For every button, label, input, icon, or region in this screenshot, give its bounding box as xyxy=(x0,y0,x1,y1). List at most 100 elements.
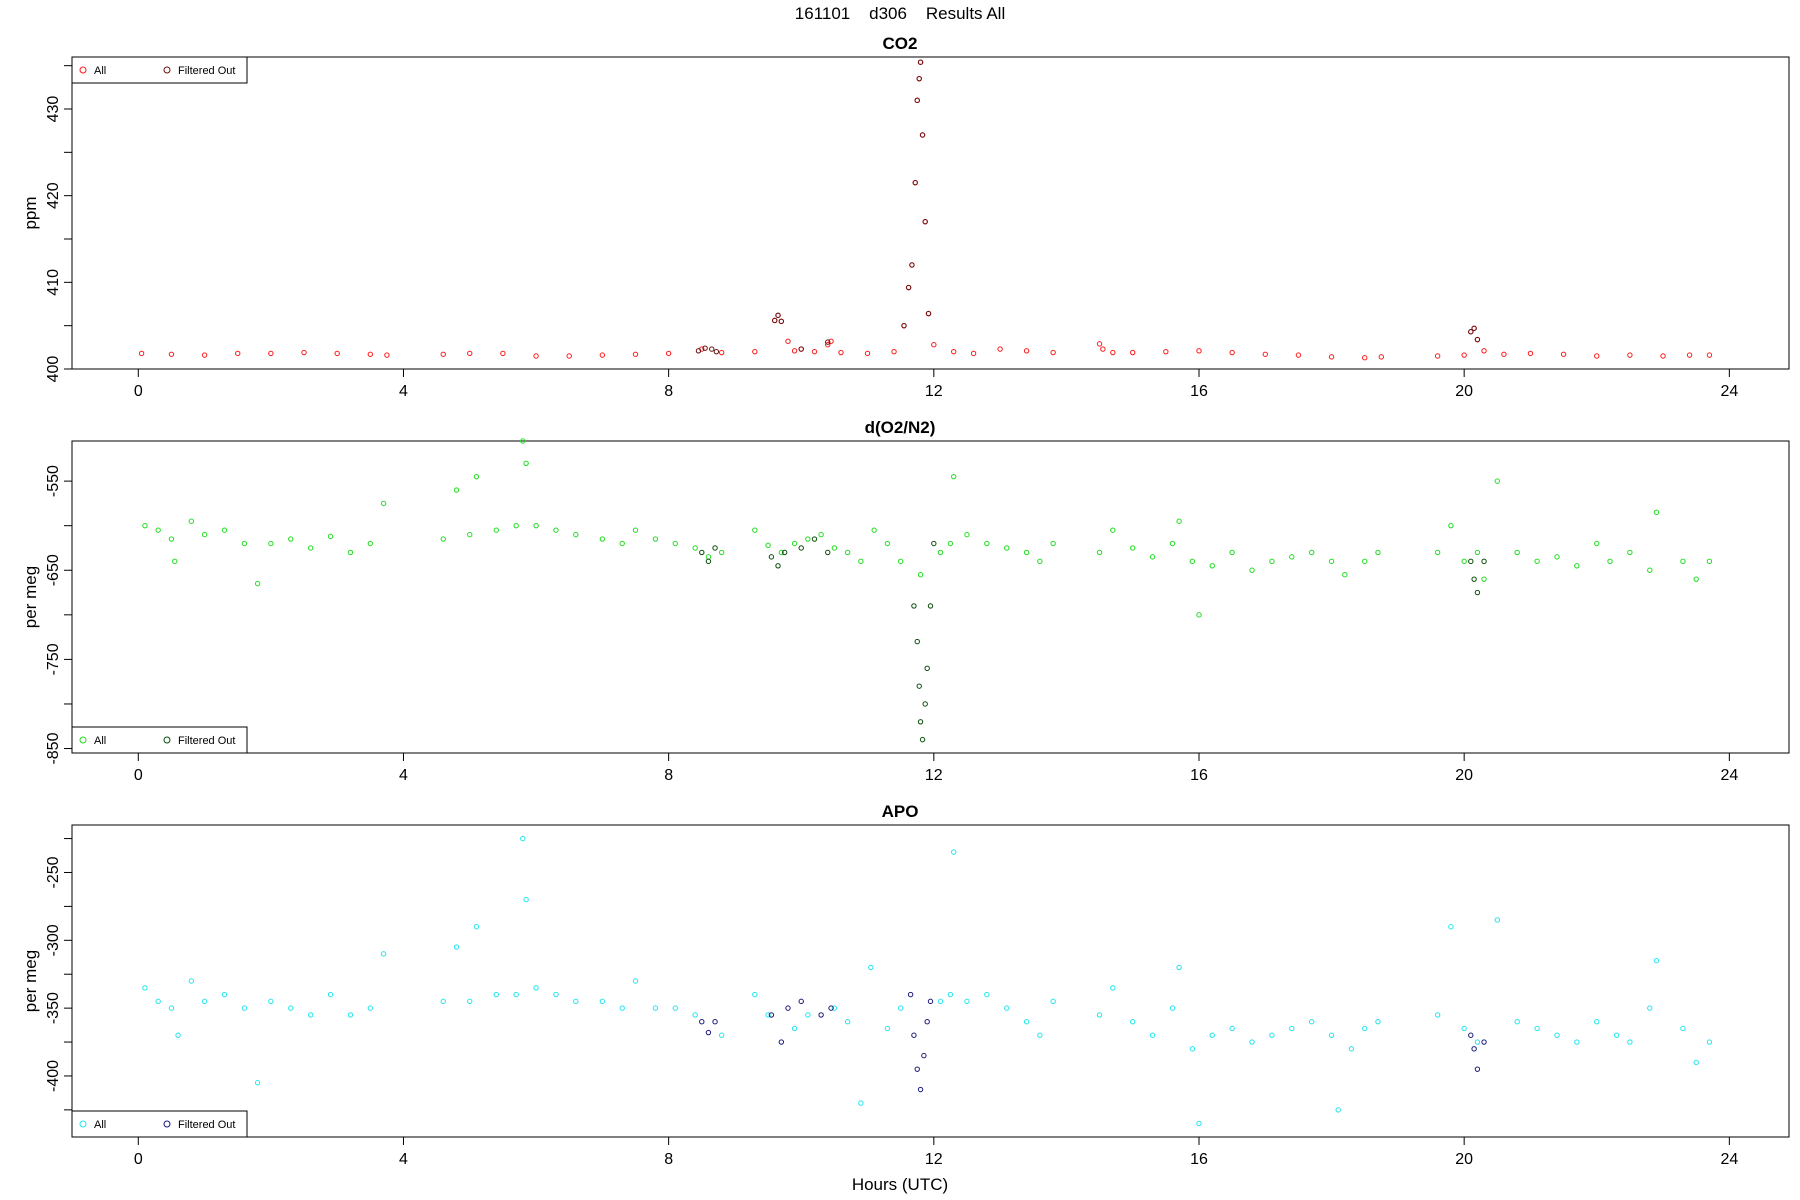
do2n2-point-all xyxy=(533,522,539,529)
co2-point-all xyxy=(1163,348,1169,355)
do2n2-point-all xyxy=(1110,527,1116,533)
co2-point-all xyxy=(665,350,672,357)
co2-point-filtered xyxy=(912,179,918,186)
do2n2-x-tick-label: 0 xyxy=(134,767,143,784)
co2-point-all xyxy=(334,350,340,357)
co2-point-filtered xyxy=(709,346,715,352)
apo-point-all xyxy=(1229,1025,1235,1032)
do2n2-point-filtered xyxy=(914,638,920,645)
co2-point-all xyxy=(1560,351,1567,357)
co2-point-all xyxy=(1328,354,1335,360)
co2-point-filtered xyxy=(1471,325,1477,331)
apo-point-all xyxy=(844,1018,851,1025)
apo-point-all xyxy=(1176,964,1182,971)
apo-point-all xyxy=(831,1005,838,1011)
co2-point-filtered xyxy=(922,218,928,225)
apo-point-all xyxy=(513,991,519,998)
co2-point-all xyxy=(632,351,639,357)
apo-point-all xyxy=(1554,1032,1560,1038)
co2-point-filtered xyxy=(695,348,702,354)
apo-point-filtered xyxy=(818,1012,824,1018)
apo-point-all xyxy=(1023,1018,1030,1025)
co2-point-all xyxy=(838,349,844,356)
do2n2-legend-label: All xyxy=(94,735,106,747)
do2n2-point-all xyxy=(897,558,904,565)
do2n2-point-all xyxy=(172,558,178,565)
apo-point-all xyxy=(1169,1005,1176,1011)
do2n2-point-all xyxy=(1023,549,1030,556)
do2n2-point-all xyxy=(142,522,148,529)
co2-point-all xyxy=(785,338,791,344)
co2-x-tick-label: 4 xyxy=(399,383,408,400)
apo-point-all xyxy=(868,964,874,971)
co2-point-all xyxy=(235,350,241,357)
apo-point-all xyxy=(241,1005,248,1011)
apo-point-all xyxy=(752,991,758,998)
do2n2-point-all xyxy=(1534,558,1540,565)
apo-x-tick-label: 24 xyxy=(1720,1151,1738,1168)
do2n2-point-all xyxy=(473,473,480,480)
apo-point-filtered xyxy=(1471,1046,1477,1052)
do2n2-point-filtered xyxy=(705,558,712,565)
co2-legend-marker xyxy=(163,66,171,74)
do2n2-point-all xyxy=(778,549,785,556)
co2-point-all xyxy=(1129,349,1136,356)
apo-point-all xyxy=(1514,1018,1520,1025)
panel-title-do2n2: d(O2/N2) xyxy=(864,418,936,437)
apo-point-all xyxy=(1348,1046,1355,1052)
co2-y-tick-label: 400 xyxy=(45,356,62,383)
panel-title-apo: APO xyxy=(881,802,919,821)
do2n2-y-tick-label: -850 xyxy=(45,732,62,764)
apo-point-all xyxy=(1269,1032,1275,1038)
apo-point-all xyxy=(1627,1039,1633,1045)
do2n2-point-all xyxy=(917,572,924,578)
co2-point-all xyxy=(825,342,831,348)
do2n2-point-all xyxy=(1289,554,1295,560)
apo-point-all xyxy=(652,1005,659,1011)
apo-point-all xyxy=(175,1032,181,1038)
do2n2-legend-box xyxy=(71,726,248,754)
apo-legend-marker xyxy=(163,1120,171,1128)
do2n2-y-tick-label: -650 xyxy=(45,554,62,586)
do2n2-point-all xyxy=(1434,549,1441,556)
co2-point-filtered xyxy=(917,59,924,65)
co2-point-all xyxy=(367,351,374,357)
apo-point-all xyxy=(937,998,944,1005)
apo-point-all xyxy=(1494,917,1501,923)
do2n2-point-all xyxy=(1229,549,1235,556)
apo-point-all xyxy=(523,896,529,903)
co2-point-all xyxy=(828,338,834,344)
apo-point-all xyxy=(254,1080,261,1086)
apo-point-all xyxy=(1594,1018,1600,1025)
apo-point-all xyxy=(632,978,639,984)
co2-y-tick-label: 430 xyxy=(45,96,62,123)
do2n2-point-all xyxy=(520,438,526,444)
apo-point-all xyxy=(884,1025,891,1032)
do2n2-y-tick-label: -750 xyxy=(45,643,62,675)
do2n2-point-all xyxy=(692,545,698,551)
do2n2-point-all xyxy=(1693,576,1699,582)
apo-point-filtered xyxy=(785,1005,791,1011)
do2n2-point-all xyxy=(984,540,990,547)
panel-title-co2: CO2 xyxy=(882,34,918,53)
co2-point-all xyxy=(384,352,390,358)
co2-point-all xyxy=(1594,353,1600,359)
apo-point-all xyxy=(1328,1032,1335,1038)
co2-point-all xyxy=(1660,353,1666,359)
co2-point-all xyxy=(1461,352,1467,358)
do2n2-point-all xyxy=(221,527,228,533)
apo-point-all xyxy=(168,1005,175,1011)
do2n2-point-filtered xyxy=(911,603,917,609)
do2n2-plot-frame xyxy=(71,440,1790,754)
co2-point-all xyxy=(500,350,506,357)
do2n2-point-all xyxy=(453,487,460,493)
do2n2-point-all xyxy=(791,540,798,547)
do2n2-point-all xyxy=(718,549,725,556)
x-axis-label: Hours (UTC) xyxy=(851,1175,949,1194)
apo-point-filtered xyxy=(1481,1039,1487,1045)
apo-point-all xyxy=(1647,1005,1653,1011)
apo-point-filtered xyxy=(914,1066,920,1072)
apo-point-filtered xyxy=(705,1029,712,1036)
co2-point-all xyxy=(1434,353,1441,359)
